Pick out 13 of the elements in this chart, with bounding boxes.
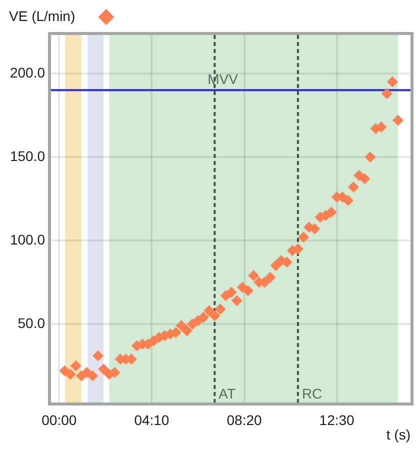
ref-line-label: AT xyxy=(218,385,236,402)
y-tick-label: 200.0 xyxy=(10,64,46,80)
x-tick-label: 00:00 xyxy=(42,412,77,428)
ref-line-label: MVV xyxy=(208,70,239,87)
y-tick-label: 50.0 xyxy=(18,314,46,331)
y-tick-label: 150.0 xyxy=(10,148,46,164)
x-tick-label: 04:10 xyxy=(134,412,170,428)
x-tick-label: 08:20 xyxy=(226,412,262,428)
legend-label: VE (L/min) xyxy=(9,8,76,24)
ref-line-label: RC xyxy=(302,385,322,402)
x-axis-title: t (s) xyxy=(386,426,410,442)
y-tick-label: 100.0 xyxy=(10,231,46,248)
x-tick-label: 12:30 xyxy=(319,412,355,428)
